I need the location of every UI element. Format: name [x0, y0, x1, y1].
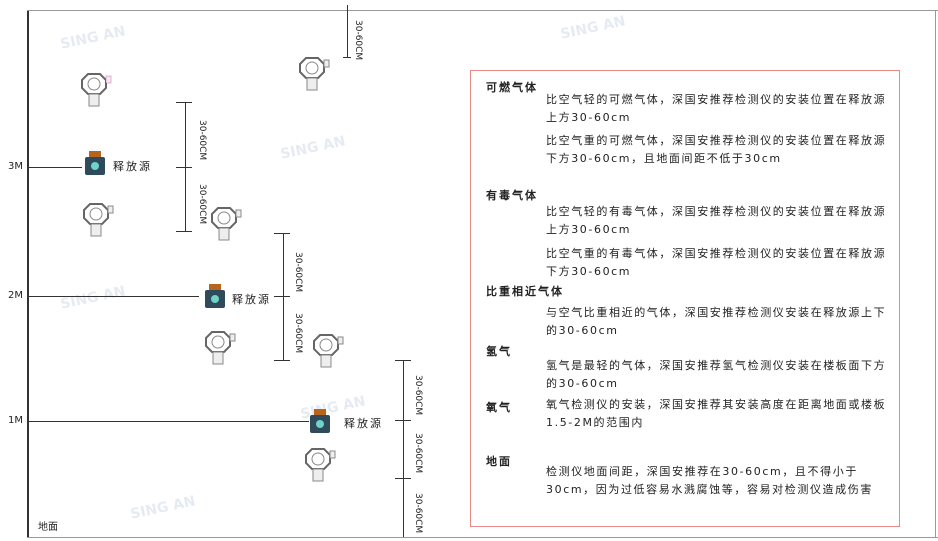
level-2m-label: 2M: [8, 290, 23, 301]
dimension-tick: [176, 167, 192, 168]
level-1m-label: 1M: [8, 415, 23, 426]
dimension-tick: [274, 360, 290, 361]
legend-paragraph: 氢气是最轻的气体，深国安推荐氢气检测仪安装在楼板面下方的30-60cm: [546, 359, 887, 390]
dimension-label: 30-60CM: [293, 252, 303, 293]
legend-paragraph: 氧气检测仪的安装，深国安推荐其安装高度在距离地面或楼板1.5-2M的范围内: [546, 398, 887, 429]
dimension-label: 30-60CM: [293, 313, 303, 354]
dimension-line: [185, 102, 186, 231]
dimension-line: [347, 5, 348, 58]
dimension-label: 30-60CM: [413, 493, 423, 534]
gas-detector-icon: [83, 203, 114, 237]
legend-heading: 比重相近气体: [486, 285, 564, 298]
legend-paragraph: 比空气轻的可燃气体，深国安推荐检测仪的安装位置在释放源上方30-60cm: [546, 93, 887, 124]
dimension-label: 30-60CM: [353, 20, 363, 61]
release-source-label: 释放源: [344, 417, 383, 430]
legend-paragraph: 比空气重的有毒气体，深国安推荐检测仪的安装位置在释放源下方30-60cm: [546, 247, 887, 278]
floor-line: [27, 537, 938, 538]
legend-heading: 地面: [486, 455, 512, 468]
legend-paragraph: 比空气重的可燃气体，深国安推荐检测仪的安装位置在释放源下方30-60cm，且地面…: [546, 134, 887, 165]
legend-heading: 氢气: [486, 345, 512, 358]
level-3m-label: 3M: [8, 161, 23, 172]
release-source-icon: [310, 409, 330, 433]
dimension-tick: [395, 420, 411, 421]
dimension-label: 30-60CM: [197, 120, 207, 161]
floor-label: 地面: [38, 522, 58, 533]
gas-detector-icon: [211, 207, 242, 241]
release-source-label: 释放源: [113, 160, 152, 173]
legend-heading: 氧气: [486, 401, 512, 414]
dimension-label: 30-60CM: [413, 375, 423, 416]
dimension-tick: [395, 478, 411, 479]
level-1m-line: [27, 421, 309, 422]
dimension-tick: [274, 296, 290, 297]
gas-detector-icon: [305, 448, 336, 482]
dimension-tick: [395, 360, 411, 361]
dimension-label: 30-60CM: [413, 433, 423, 474]
gas-detector-icon: [81, 73, 112, 107]
right-edge-line: [935, 10, 936, 538]
gas-detector-icon: [205, 331, 236, 365]
release-source-label: 释放源: [232, 293, 271, 306]
dimension-tick: [176, 102, 192, 103]
level-2m-line: [27, 296, 199, 297]
dimension-tick: [274, 233, 290, 234]
ceiling-line: [27, 10, 938, 11]
legend-heading: 有毒气体: [486, 189, 538, 202]
gas-detector-icon: [299, 57, 330, 91]
legend-paragraph: 与空气比重相近的气体，深国安推荐检测仪安装在释放源上下的30-60cm: [546, 306, 887, 337]
gas-detector-icon: [313, 334, 344, 368]
legend-paragraph: 比空气轻的有毒气体，深国安推荐检测仪的安装位置在释放源上方30-60cm: [546, 205, 887, 236]
legend-paragraph: 检测仪地面间距，深国安推荐在30-60cm，且不得小于30cm，因为过低容易水溅…: [546, 465, 873, 496]
dimension-tick: [176, 231, 192, 232]
dimension-line: [403, 360, 404, 537]
legend-heading: 可燃气体: [486, 81, 538, 94]
dimension-label: 30-60CM: [197, 184, 207, 225]
release-source-icon: [205, 284, 225, 308]
level-3m-line: [27, 167, 82, 168]
release-source-icon: [85, 151, 105, 175]
legend-box: 可燃气体 比空气轻的可燃气体，深国安推荐检测仪的安装位置在释放源上方30-60c…: [470, 70, 900, 527]
dimension-tick: [343, 57, 351, 58]
wall-line: [27, 10, 29, 538]
